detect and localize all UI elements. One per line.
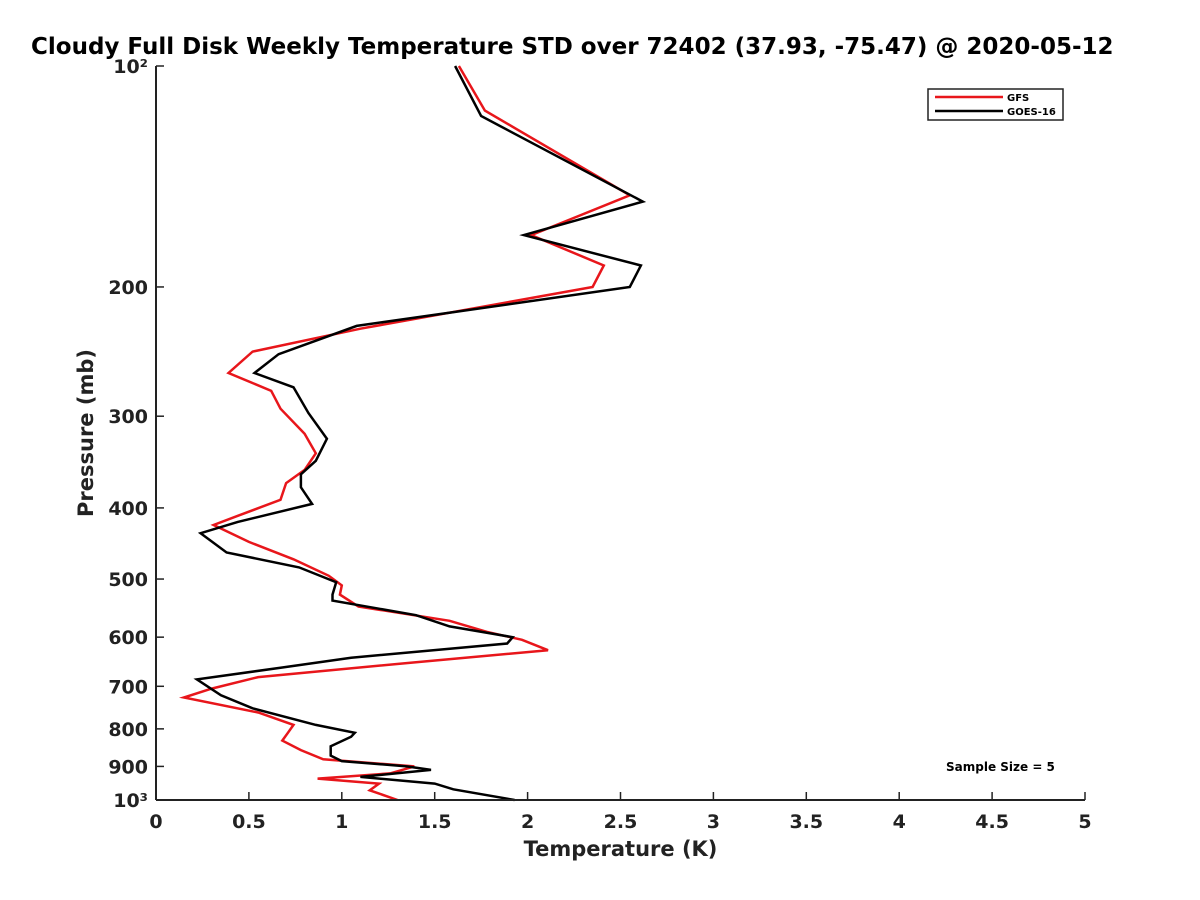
plot-area <box>156 66 1085 800</box>
x-tick-label: 3.5 <box>789 811 823 833</box>
x-tick-label: 0 <box>149 811 162 833</box>
legend: GFS GOES-16 <box>927 88 1064 121</box>
x-tick-label: 5 <box>1078 811 1091 833</box>
y-tick-label: 800 <box>108 719 148 741</box>
y-tick-label: 300 <box>108 406 148 428</box>
sample-size-annotation: Sample Size = 5 <box>946 760 1055 774</box>
x-tick-label: 1.5 <box>418 811 452 833</box>
legend-box <box>927 88 1064 121</box>
x-ticks: 0 0.5 1 1.5 2 2.5 3 3.5 4 4.5 5 <box>149 792 1092 833</box>
y-tick-label: 10³ <box>113 790 148 812</box>
series-line-gfs <box>178 65 633 802</box>
series-layer <box>178 65 647 802</box>
y-tick-label: 600 <box>108 627 148 649</box>
legend-label-gfs: GFS <box>1007 93 1029 104</box>
y-axis-label: Pressure (mb) <box>74 349 98 517</box>
y-ticks: 10² 200 300 400 500 600 700 800 900 10³ <box>108 56 164 812</box>
y-tick-label: 900 <box>108 756 148 778</box>
x-tick-label: 0.5 <box>232 811 266 833</box>
x-tick-label: 3 <box>707 811 720 833</box>
y-tick-label: 700 <box>108 676 148 698</box>
x-axis-label: Temperature (K) <box>524 837 718 861</box>
legend-label-goes16: GOES-16 <box>1007 107 1056 118</box>
y-tick-label: 400 <box>108 498 148 520</box>
y-tick-label: 500 <box>108 569 148 591</box>
x-tick-label: 4.5 <box>975 811 1009 833</box>
x-tick-label: 1 <box>335 811 348 833</box>
chart-title: Cloudy Full Disk Weekly Temperature STD … <box>31 34 1114 60</box>
y-tick-label: 10² <box>113 56 148 78</box>
series-line-goes16 <box>193 65 647 802</box>
x-tick-label: 4 <box>893 811 906 833</box>
x-tick-label: 2.5 <box>604 811 638 833</box>
y-tick-label: 200 <box>108 277 148 299</box>
x-tick-label: 2 <box>521 811 534 833</box>
